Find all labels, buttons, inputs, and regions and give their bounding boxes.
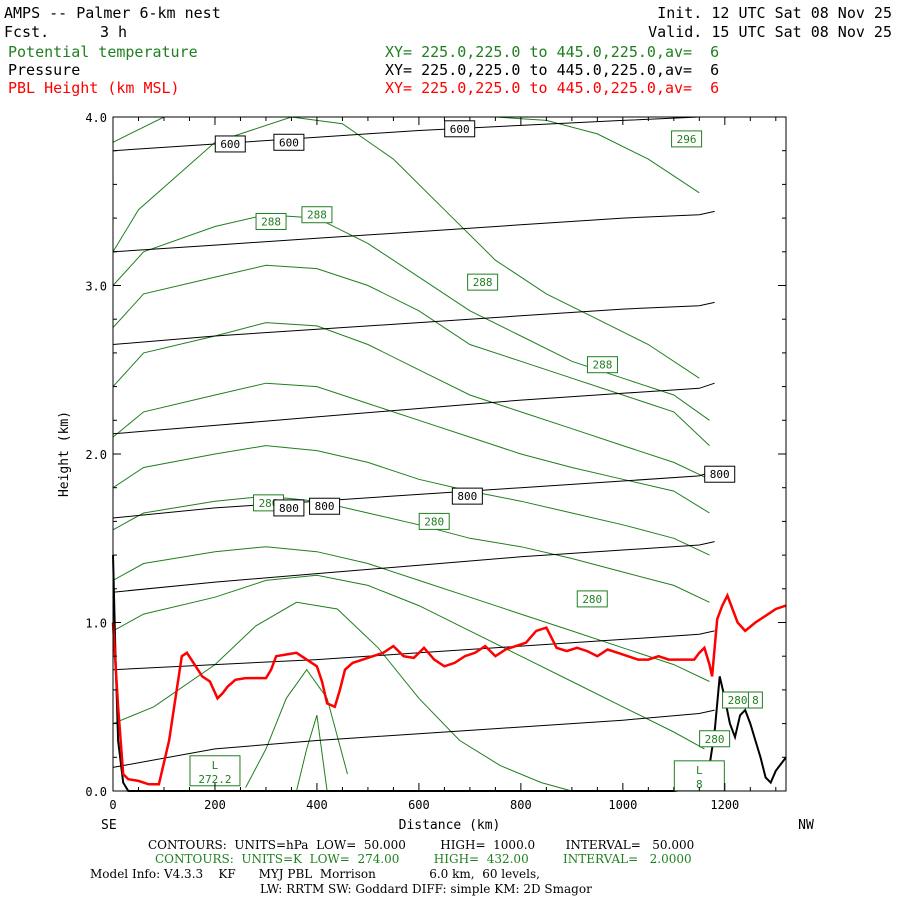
contour-label: 800	[315, 500, 335, 513]
pbl-height-line	[111, 592, 787, 786]
contour-label: 288	[473, 276, 493, 289]
y-tick-label: 0.0	[85, 785, 107, 799]
contour-label: 800	[279, 502, 299, 515]
minimum-value: 272.2	[198, 773, 231, 786]
legend-theta-name: Potential temperature	[8, 43, 198, 61]
pressure-contour-line	[112, 541, 715, 593]
y-tick-label: 1.0	[85, 617, 107, 631]
theta-contour-line	[112, 382, 710, 514]
y-tick-label: 3.0	[85, 280, 107, 294]
y-tick-label: 2.0	[85, 448, 107, 462]
contour-label-box	[214, 135, 246, 153]
pbl-height	[111, 592, 787, 786]
footer-pressure-contours: CONTOURS: UNITS=hPa LOW= 50.000 HIGH= 10…	[148, 838, 695, 852]
theta-contour-line	[112, 574, 705, 750]
contour-label-box	[586, 356, 618, 374]
pressure-contours	[112, 116, 715, 768]
contour-label-box	[418, 512, 450, 530]
theta-contour-line	[245, 668, 348, 788]
x-tick-label: 400	[306, 798, 328, 812]
contour-label: 280	[728, 694, 748, 707]
pressure-contour-line	[112, 301, 715, 345]
contour-label: 288	[261, 215, 281, 228]
chart-title: AMPS -- Palmer 6-km nest	[4, 4, 221, 22]
forecast-value: 3 h	[100, 23, 128, 41]
contour-label: 280	[424, 515, 444, 528]
y-tick-label: 4.0	[85, 111, 107, 125]
contour-label-box	[699, 730, 731, 748]
forecast-label: Fcst.	[4, 23, 50, 41]
contour-label-box	[273, 499, 305, 517]
legend-pbl-xy: XY= 225.0,225.0 to 445.0,225.0,av= 6	[385, 79, 720, 97]
legend-theta-xy: XY= 225.0,225.0 to 445.0,225.0,av= 6	[385, 43, 720, 61]
right-end-label: NW	[798, 818, 814, 833]
legend-pressure-xy: XY= 225.0,225.0 to 445.0,225.0,av= 6	[385, 61, 720, 79]
minimum-label-box	[189, 755, 241, 787]
contour-label: 280	[582, 593, 602, 606]
contour-label-box	[576, 590, 608, 608]
x-axis-label: Distance (km)	[399, 818, 501, 833]
contour-label-box	[444, 120, 476, 138]
footer-theta-contours: CONTOURS: UNITS=K LOW= 274.00 HIGH= 432.…	[155, 852, 692, 866]
minimum-symbol: L	[696, 764, 703, 777]
pressure-contour-line	[112, 382, 715, 435]
contour-label: 288	[307, 209, 327, 222]
x-tick-label: 200	[204, 798, 226, 812]
contour-label-box	[273, 133, 305, 151]
contour-label: 600	[279, 136, 299, 149]
axes: 0 200 400 600 800 1000 1200 0.0 1.0 2.0 3.0 4.0 Dist…	[57, 111, 814, 833]
footer-physics-info: LW: RRTM SW: Goddard DIFF: simple KM: 2D…	[260, 882, 592, 896]
contour-label: 280	[705, 733, 725, 746]
x-tick-label: 0	[109, 798, 116, 812]
contour-label: 8	[752, 694, 759, 707]
theta-contour-line	[112, 495, 710, 603]
legend-pbl-name: PBL Height (km MSL)	[8, 79, 180, 97]
init-time: Init. 12 UTC Sat 08 Nov 25	[657, 4, 892, 22]
theta-contour-line	[112, 445, 710, 556]
x-tick-label: 1200	[710, 798, 739, 812]
pressure-contour-line	[112, 210, 715, 253]
theta-contour-line	[112, 322, 710, 480]
theta-contour-line	[112, 214, 710, 421]
contour-label-box	[255, 212, 287, 230]
contour-label: 288	[593, 359, 613, 372]
contour-label-box	[309, 497, 341, 515]
contour-label-box	[467, 273, 499, 291]
minimum-symbol: L	[212, 759, 219, 772]
theta-contour-line	[112, 116, 700, 379]
contour-label-box	[301, 206, 333, 224]
left-end-label: SE	[101, 818, 117, 833]
pressure-contour-line	[112, 116, 715, 152]
contour-label-box	[671, 130, 703, 148]
theta-contour-line	[112, 546, 710, 682]
contour-label: 800	[457, 490, 477, 503]
contour-label: 600	[220, 138, 240, 151]
contour-label-box	[704, 465, 736, 483]
theta-contour-line	[112, 601, 573, 792]
legend-pressure-name: Pressure	[8, 61, 81, 79]
theta-contour-line	[112, 264, 710, 446]
x-tick-label: 600	[408, 798, 430, 812]
valid-time: Valid. 15 UTC Sat 08 Nov 25	[648, 23, 892, 41]
contour-label-box	[747, 691, 763, 709]
theta-contour-line	[296, 715, 328, 792]
y-axis-label: Height (km)	[57, 411, 72, 497]
x-tick-label: 800	[510, 798, 532, 812]
contour-label-box	[451, 487, 483, 505]
theta-contours	[112, 116, 710, 792]
contour-label: 600	[450, 123, 470, 136]
x-tick-label: 1000	[608, 798, 637, 812]
pressure-contour-line	[112, 630, 715, 671]
footer-model-info: Model Info: V4.3.3 KF MYJ PBL Morrison 6…	[90, 867, 540, 881]
contour-labels: 600 600 600 296 288 288 288 288 280 800 800 800 280 8…	[189, 120, 763, 792]
minimum-label-box	[673, 760, 725, 792]
pressure-contour-line	[112, 709, 715, 768]
contour-label: 800	[710, 468, 730, 481]
contour-label: 296	[677, 133, 697, 146]
minimum-value: 8	[696, 778, 703, 791]
